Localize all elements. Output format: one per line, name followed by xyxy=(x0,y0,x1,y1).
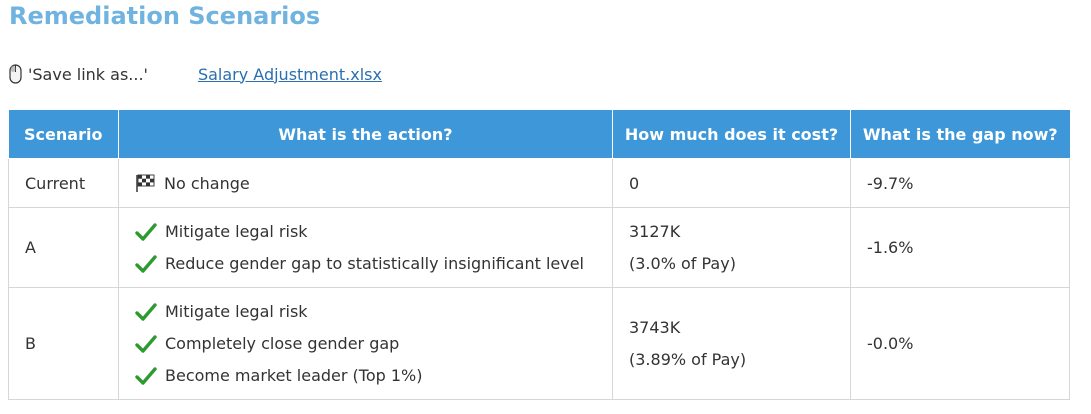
table-row: Current No change xyxy=(8,158,1070,208)
scenario-cell: A xyxy=(8,207,119,288)
table-header-row: Scenario What is the action? How much do… xyxy=(8,110,1070,159)
action-text: No change xyxy=(164,173,250,193)
header-action: What is the action? xyxy=(118,110,613,159)
checkered-flag-icon xyxy=(136,174,155,192)
table-row: B Mitigate legal risk Completely close g… xyxy=(8,287,1070,400)
header-cost: How much does it cost? xyxy=(612,110,851,159)
salary-adjustment-link[interactable]: Salary Adjustment.xlsx xyxy=(197,64,382,84)
cost-value: 0 xyxy=(629,173,640,193)
action-cell: No change xyxy=(118,158,613,208)
cost-cell: 0 xyxy=(612,158,851,208)
action-cell: Mitigate legal risk Reduce gender gap to… xyxy=(118,207,613,288)
hint-text: 'Save link as...' xyxy=(28,64,148,84)
scenario-cell: B xyxy=(8,287,119,400)
cost-percent: (3.0% of Pay) xyxy=(629,254,736,273)
action-item: Completely close gender gap xyxy=(135,328,596,360)
download-hint: 'Save link as...' Salary Adjustment.xlsx xyxy=(9,62,382,86)
cost-value: 3127K xyxy=(629,222,681,241)
action-text: Become market leader (Top 1%) xyxy=(165,366,423,385)
gap-cell: -1.6% xyxy=(850,207,1070,288)
check-icon xyxy=(135,366,157,385)
gap-cell: -9.7% xyxy=(850,158,1070,208)
scenario-cell: Current xyxy=(8,158,119,208)
page-title: Remediation Scenarios xyxy=(9,2,321,30)
cost-value: 3743K xyxy=(629,318,681,337)
header-gap: What is the gap now? xyxy=(850,110,1070,159)
cost-cell: 3127K (3.0% of Pay) xyxy=(612,207,851,288)
action-text: Mitigate legal risk xyxy=(165,222,308,241)
action-text: Mitigate legal risk xyxy=(165,302,308,321)
action-item: No change xyxy=(135,167,596,199)
check-icon xyxy=(135,222,157,241)
action-item: Mitigate legal risk xyxy=(135,296,596,328)
check-icon xyxy=(135,254,157,273)
cost-percent: (3.89% of Pay) xyxy=(629,350,747,369)
cost-cell: 3743K (3.89% of Pay) xyxy=(612,287,851,400)
action-item: Reduce gender gap to statistically insig… xyxy=(135,248,596,280)
table-row: A Mitigate legal risk Reduce gender gap … xyxy=(8,207,1070,288)
action-item: Mitigate legal risk xyxy=(135,216,596,248)
action-text: Reduce gender gap to statistically insig… xyxy=(165,254,584,273)
check-icon xyxy=(135,302,157,321)
gap-cell: -0.0% xyxy=(850,287,1070,400)
scenarios-table: Scenario What is the action? How much do… xyxy=(8,110,1070,400)
action-item: Become market leader (Top 1%) xyxy=(135,360,596,392)
action-text: Completely close gender gap xyxy=(165,334,400,353)
action-cell: Mitigate legal risk Completely close gen… xyxy=(118,287,613,400)
header-scenario: Scenario xyxy=(8,110,119,159)
mouse-icon xyxy=(9,64,22,84)
check-icon xyxy=(135,334,157,353)
